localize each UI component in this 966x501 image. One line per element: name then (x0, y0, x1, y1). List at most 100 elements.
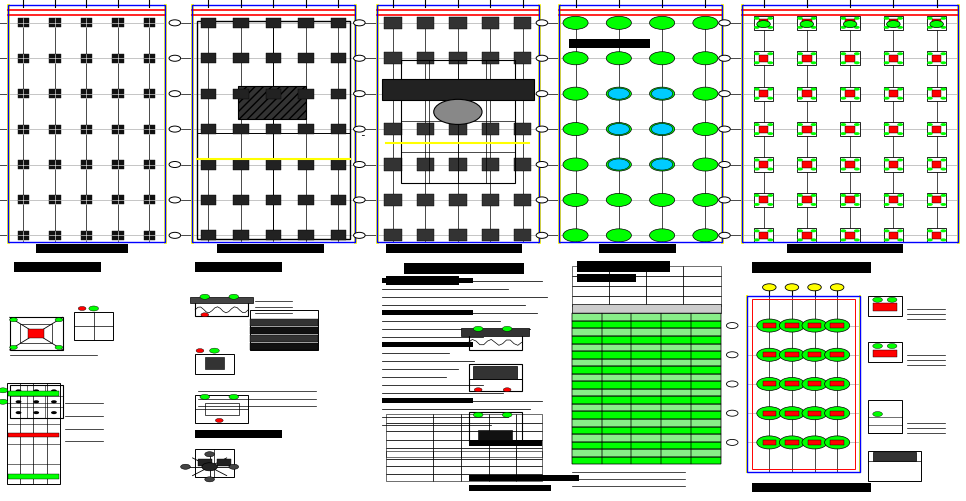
Bar (559, 6, 722, 243)
Bar (927, 17, 947, 31)
Circle shape (649, 159, 674, 172)
Bar (831, 440, 844, 445)
Bar (661, 389, 691, 397)
Bar (758, 56, 768, 63)
Bar (752, 299, 855, 469)
Circle shape (825, 320, 850, 333)
Bar (462, 440, 490, 448)
Circle shape (941, 239, 947, 242)
Circle shape (55, 318, 63, 322)
Circle shape (51, 400, 57, 403)
Circle shape (897, 124, 903, 127)
Bar (112, 90, 124, 99)
Bar (602, 389, 632, 397)
Bar (762, 382, 776, 387)
Bar (462, 459, 490, 466)
Bar (238, 87, 306, 120)
Bar (386, 414, 433, 423)
Bar (889, 91, 898, 98)
Bar (785, 440, 799, 445)
Bar (932, 232, 942, 239)
Bar (661, 397, 691, 404)
Bar (572, 359, 721, 366)
Bar (572, 412, 721, 419)
Bar (416, 194, 434, 206)
Circle shape (888, 298, 897, 303)
Circle shape (229, 464, 239, 469)
Circle shape (840, 203, 846, 206)
Bar (889, 20, 898, 27)
Bar (691, 344, 721, 351)
Bar (661, 449, 691, 457)
Circle shape (651, 124, 672, 135)
Circle shape (78, 307, 86, 311)
Circle shape (897, 203, 903, 206)
Bar (478, 430, 512, 440)
Bar (691, 359, 721, 366)
Circle shape (854, 18, 860, 21)
Circle shape (693, 229, 718, 242)
Circle shape (756, 378, 781, 391)
Bar (602, 434, 632, 442)
Circle shape (609, 124, 630, 135)
Bar (250, 310, 318, 350)
Circle shape (753, 239, 759, 242)
Bar (416, 124, 434, 136)
Bar (8, 392, 59, 397)
Circle shape (10, 346, 17, 350)
Circle shape (840, 239, 846, 242)
Bar (8, 6, 165, 19)
Bar (845, 197, 855, 204)
Bar (469, 412, 522, 442)
Bar (384, 124, 402, 136)
Bar (112, 125, 124, 134)
Bar (384, 89, 402, 101)
Bar (840, 193, 860, 207)
Bar (572, 397, 721, 404)
Bar (384, 18, 402, 30)
Bar (572, 389, 602, 397)
Bar (577, 275, 636, 282)
Circle shape (719, 21, 730, 27)
Bar (572, 305, 721, 314)
Circle shape (854, 27, 860, 30)
Bar (469, 475, 579, 481)
Bar (632, 374, 661, 382)
Circle shape (843, 22, 857, 29)
Bar (266, 160, 281, 170)
Bar (482, 124, 499, 136)
Circle shape (649, 194, 674, 207)
Circle shape (756, 22, 770, 29)
Circle shape (756, 320, 781, 333)
Circle shape (897, 194, 903, 197)
Bar (201, 160, 216, 170)
Bar (661, 329, 691, 336)
Bar (461, 328, 529, 336)
Bar (382, 279, 473, 284)
Bar (758, 197, 768, 204)
Circle shape (767, 89, 773, 92)
Bar (298, 195, 314, 205)
Circle shape (854, 62, 860, 65)
Circle shape (563, 17, 588, 30)
Bar (20, 324, 52, 344)
Bar (661, 404, 691, 412)
Bar (572, 434, 721, 442)
Bar (469, 485, 552, 491)
Circle shape (797, 159, 803, 162)
Bar (646, 297, 684, 307)
Circle shape (767, 159, 773, 162)
Circle shape (215, 419, 223, 422)
Bar (195, 449, 234, 476)
Circle shape (169, 92, 181, 98)
Circle shape (354, 162, 365, 168)
Text: -: - (359, 130, 365, 140)
Bar (762, 440, 776, 445)
Bar (144, 55, 156, 64)
Circle shape (854, 230, 860, 233)
Bar (416, 159, 434, 171)
Circle shape (169, 127, 181, 133)
Circle shape (888, 344, 897, 349)
Bar (250, 327, 318, 334)
Bar (433, 474, 462, 481)
